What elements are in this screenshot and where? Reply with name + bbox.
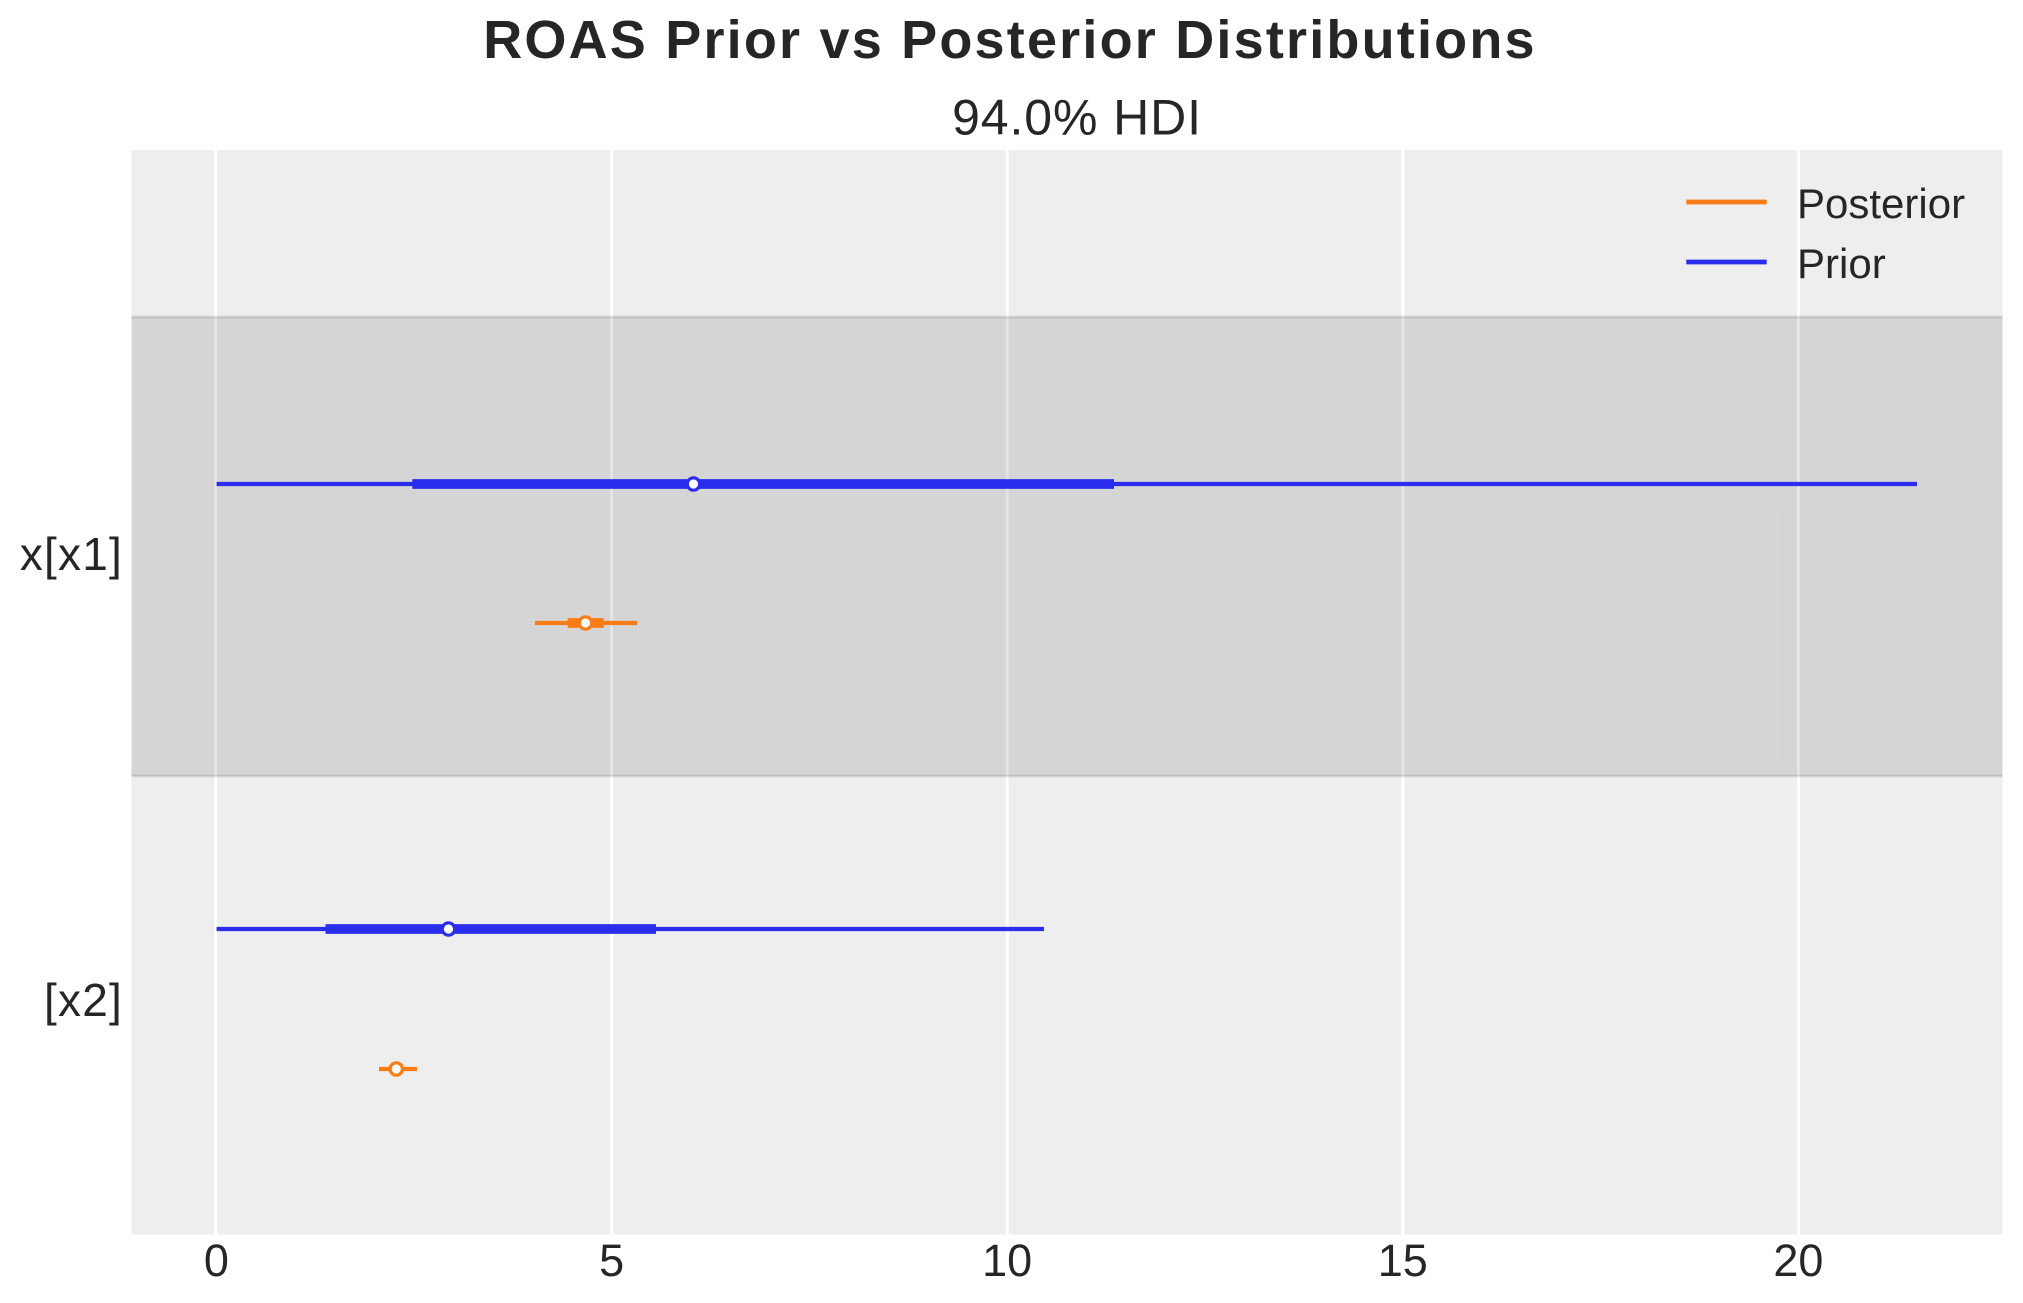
svg-text:ROAS Prior vs Posterior Distri: ROAS Prior vs Posterior Distributions (483, 10, 1537, 70)
svg-text:5: 5 (599, 1235, 624, 1286)
svg-text:Prior: Prior (1797, 240, 1886, 287)
svg-text:0: 0 (204, 1235, 229, 1286)
svg-text:Posterior: Posterior (1797, 180, 1965, 227)
svg-text:20: 20 (1773, 1235, 1823, 1286)
svg-text:[x2]: [x2] (44, 974, 123, 1026)
svg-text:x[x1]: x[x1] (20, 528, 123, 580)
svg-text:94.0% HDI: 94.0% HDI (952, 90, 1202, 146)
svg-text:10: 10 (982, 1235, 1032, 1286)
svg-text:15: 15 (1378, 1235, 1428, 1286)
